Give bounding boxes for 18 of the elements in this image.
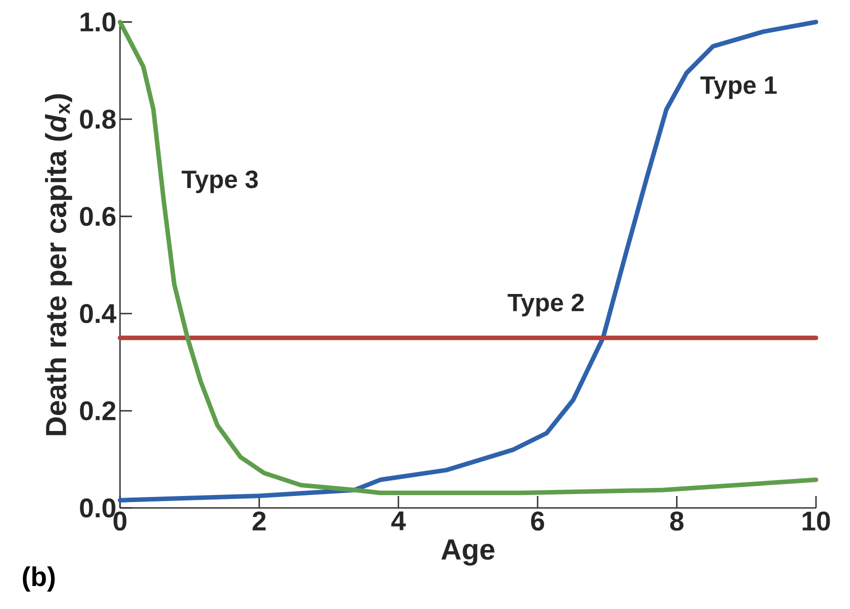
text: (b) bbox=[22, 566, 55, 592]
y-tick-label: 0.4 bbox=[80, 304, 116, 324]
x-axis-title: Age bbox=[441, 540, 494, 566]
y-axis-title: Death rate per capita (d$_{x}$) bbox=[45, 94, 72, 436]
series-label: Type 3 bbox=[182, 170, 258, 194]
x-tick-label: 6 bbox=[531, 512, 544, 531]
y-tick-label: 1.0 bbox=[80, 12, 116, 32]
y-tick-label: 0.8 bbox=[80, 110, 116, 129]
x-tick-label: 8 bbox=[670, 512, 684, 531]
series-label: Type 2 bbox=[508, 294, 584, 316]
x-tick-label: 4 bbox=[391, 512, 406, 530]
y-tick-label: 0.6 bbox=[80, 206, 116, 226]
x-tick-label: 10 bbox=[802, 512, 830, 531]
y-tick-label: 0.0 bbox=[80, 498, 116, 518]
x-tick-label: 2 bbox=[252, 512, 266, 530]
x-tick-label: 0 bbox=[114, 512, 126, 531]
series-label: Type 1 bbox=[700, 76, 777, 99]
y-tick-label: 0.2 bbox=[80, 401, 116, 420]
